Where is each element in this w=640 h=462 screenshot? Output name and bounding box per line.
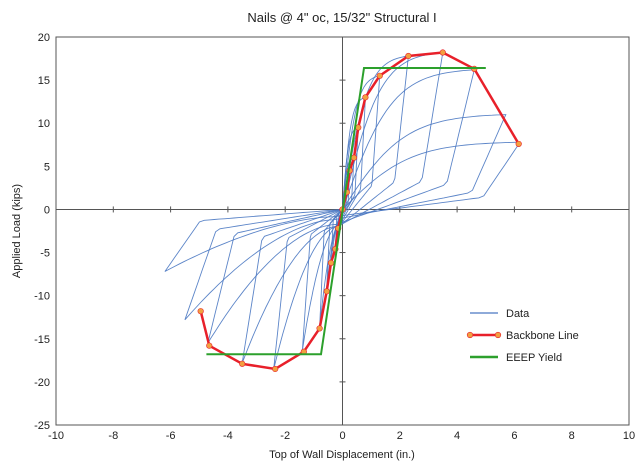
backbone-point: [440, 50, 446, 56]
y-tick-label: -20: [34, 377, 50, 389]
y-tick-label: 5: [44, 161, 50, 173]
backbone-point: [377, 73, 383, 79]
y-tick-label: 15: [38, 75, 50, 87]
backbone-point: [324, 289, 330, 295]
x-tick-label: 0: [339, 430, 345, 442]
legend-label: EEEP Yield: [506, 352, 562, 364]
x-tick-label: 6: [511, 430, 517, 442]
y-tick-label: -5: [40, 248, 50, 260]
x-tick-label: -4: [223, 430, 233, 442]
x-tick-label: 4: [454, 430, 460, 442]
legend-item: Data: [470, 308, 530, 320]
backbone-point: [516, 141, 522, 147]
legend-label: Data: [506, 308, 530, 320]
backbone-point: [317, 326, 323, 332]
backbone-point: [206, 343, 212, 349]
x-tick-label: -10: [48, 430, 64, 442]
x-tick-label: -2: [280, 430, 290, 442]
y-tick-label: 10: [38, 118, 50, 130]
backbone-point: [239, 361, 245, 367]
x-axis-title: Top of Wall Displacement (in.): [269, 449, 415, 461]
y-tick-label: 0: [44, 204, 50, 216]
y-tick-label: -15: [34, 334, 50, 346]
data-loop: [208, 70, 475, 343]
axes: [56, 37, 629, 425]
chart-title: Nails @ 4" oc, 15/32" Structural I: [247, 10, 436, 25]
legend-item: Backbone Line: [467, 330, 579, 342]
x-tick-label: 10: [623, 430, 635, 442]
data-loop: [185, 115, 506, 320]
backbone-point: [272, 366, 278, 372]
x-tick-label: -8: [108, 430, 118, 442]
x-tick-label: 2: [397, 430, 403, 442]
x-tick-label: 8: [569, 430, 575, 442]
x-tick-label: -6: [166, 430, 176, 442]
y-tick-label: 20: [38, 32, 50, 44]
legend-label: Backbone Line: [506, 330, 579, 342]
y-tick-label: -10: [34, 291, 50, 303]
backbone-point: [406, 53, 412, 59]
y-axis-title: Applied Load (kips): [11, 184, 23, 278]
legend-marker: [467, 332, 473, 338]
legend: Data Backbone Line EEEP Yield: [467, 308, 579, 364]
legend-item: EEEP Yield: [470, 352, 562, 364]
legend-marker: [495, 332, 501, 338]
y-tick-label: -25: [34, 420, 50, 432]
backbone-point: [198, 308, 204, 314]
backbone-point: [363, 95, 369, 101]
backbone-point: [351, 155, 357, 161]
backbone-point: [328, 260, 334, 266]
